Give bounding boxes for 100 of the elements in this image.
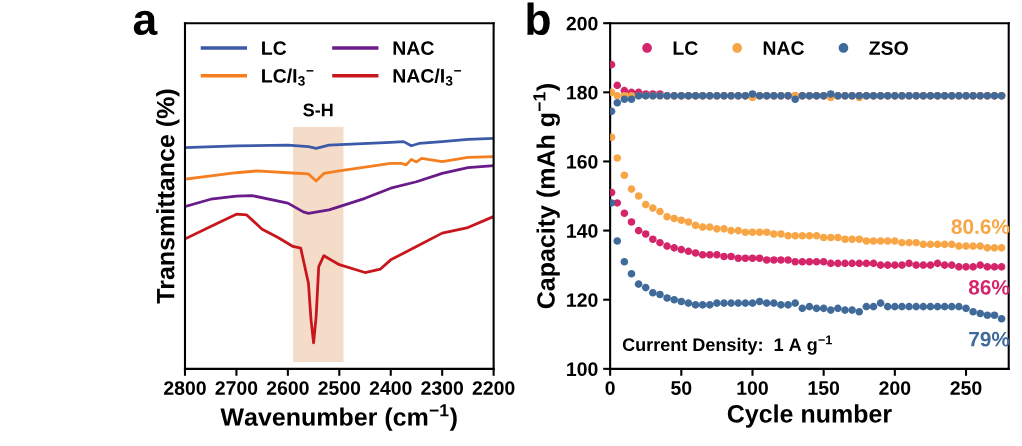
point (848, 306, 856, 314)
point (940, 302, 949, 311)
point (670, 214, 678, 223)
point (926, 261, 935, 269)
point (962, 263, 970, 271)
point (990, 311, 999, 320)
legend-label: LC/I$_{3}$$^{−}$ (262, 68, 314, 86)
point (784, 256, 792, 264)
point (990, 244, 999, 252)
point (649, 204, 657, 212)
x-axis-title: Cycle number (727, 404, 892, 428)
point (912, 302, 920, 311)
legend-label: NAC (763, 41, 805, 55)
point (627, 218, 636, 226)
point (841, 259, 849, 268)
point (705, 250, 714, 259)
point (876, 299, 885, 307)
legend-label: NAC/I$_{3}$$^{−}$ (393, 68, 462, 86)
point (819, 233, 828, 242)
point (812, 257, 821, 266)
point (919, 261, 928, 269)
point (891, 261, 899, 269)
point (919, 240, 928, 249)
point (713, 250, 721, 259)
point (720, 252, 728, 261)
point (627, 185, 636, 193)
point (798, 257, 807, 266)
point (755, 297, 764, 306)
point (997, 244, 1006, 252)
point (812, 231, 821, 240)
point (720, 225, 728, 233)
point (656, 238, 664, 247)
point (741, 299, 750, 307)
y-axis-title: Capacity (mAh g$^{−1}$) (533, 84, 560, 309)
point (670, 295, 678, 304)
point (805, 302, 814, 311)
point (727, 226, 735, 235)
point (727, 252, 735, 261)
point (770, 256, 778, 264)
point (876, 261, 885, 269)
point (905, 238, 913, 247)
point (634, 192, 643, 200)
point (620, 171, 629, 180)
point (741, 228, 750, 237)
point (741, 254, 750, 263)
point (791, 257, 799, 266)
point (677, 216, 686, 225)
point (613, 91, 622, 100)
point (976, 261, 985, 269)
point (819, 257, 828, 266)
point (656, 290, 664, 299)
point (791, 95, 799, 104)
point (805, 257, 814, 266)
point (748, 90, 757, 98)
point (634, 226, 643, 235)
legend-label: NAC (393, 41, 434, 55)
point (826, 259, 835, 268)
point (891, 237, 899, 245)
y-tick-label: 160 (567, 154, 598, 169)
point (691, 249, 700, 257)
point (912, 238, 920, 247)
y-axis-title: Transmittance (%) (156, 89, 180, 304)
point (705, 223, 714, 231)
x-tick-label: 150 (808, 381, 840, 395)
point (819, 304, 828, 313)
point (734, 254, 743, 263)
point (620, 257, 629, 266)
point (926, 240, 935, 249)
point (777, 301, 785, 309)
point (898, 302, 906, 311)
point (947, 302, 956, 311)
y-tick-label: 140 (567, 224, 598, 238)
x-tick-label: 200 (879, 381, 911, 395)
point (720, 299, 728, 307)
point (855, 259, 864, 268)
point (705, 301, 714, 309)
y-tick-label: 180 (567, 85, 598, 100)
chart-title: a (133, 10, 158, 36)
point (627, 269, 636, 278)
point (969, 263, 977, 271)
band-label: S-H (303, 103, 333, 117)
point (713, 299, 721, 307)
point (784, 301, 792, 309)
point (634, 280, 643, 288)
point (834, 233, 842, 242)
point (798, 231, 807, 240)
point (812, 304, 821, 313)
point (869, 259, 878, 268)
point (613, 98, 622, 107)
legend-label: ZSO (869, 41, 908, 55)
annotation: Current Density: 1 A g$^{−1}$ (622, 335, 832, 355)
y-tick-label: 200 (566, 16, 598, 31)
point (734, 226, 743, 235)
point (876, 237, 885, 245)
point (969, 308, 977, 316)
x-tick-label: 0 (605, 381, 615, 395)
point (990, 263, 999, 271)
point (770, 299, 778, 307)
point (962, 242, 970, 250)
x-tick-label: 100 (737, 381, 768, 395)
